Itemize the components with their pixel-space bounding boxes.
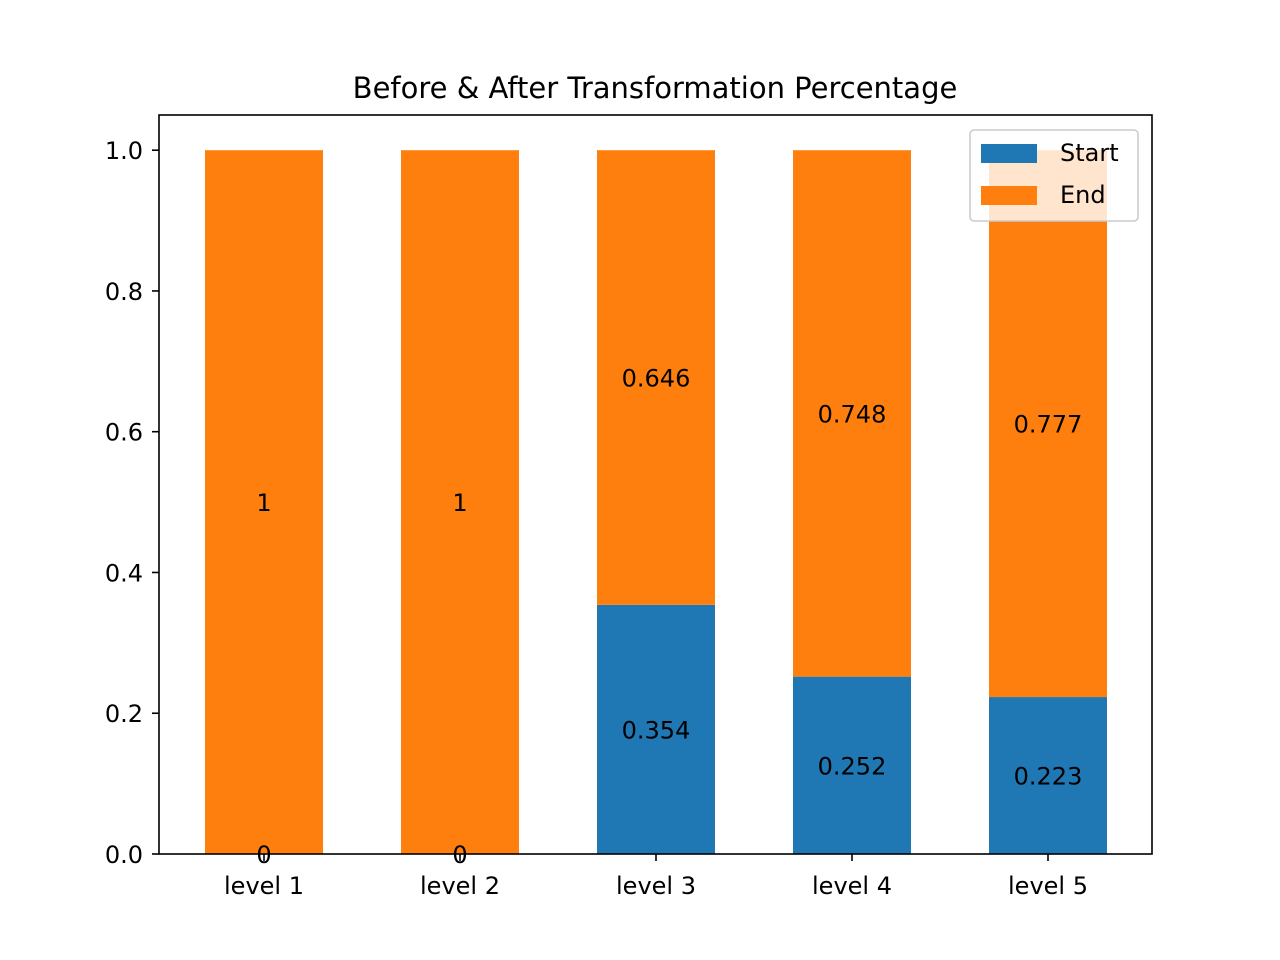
bar-end-4 (793, 150, 911, 677)
x-tick-label: level 5 (1008, 872, 1088, 900)
bar-label-start-3: 0.354 (622, 716, 691, 744)
bar-label-end-4: 0.748 (818, 400, 887, 428)
x-tick-label: level 2 (420, 872, 500, 900)
bar-label-start-4: 0.252 (818, 752, 887, 780)
bar-label-end-1: 1 (256, 489, 271, 517)
legend-swatch-start (981, 144, 1037, 163)
bar-start-4 (793, 676, 911, 854)
legend-label-start: Start (1060, 139, 1119, 167)
y-axis: 0.0 0.2 0.4 0.6 0.8 1.0 (105, 137, 159, 869)
bar-label-start-5: 0.223 (1014, 763, 1083, 791)
bar-label-end-5: 0.777 (1014, 411, 1083, 439)
y-tick-label: 0.2 (105, 700, 143, 728)
bar-end-5 (989, 150, 1107, 698)
y-tick-label: 0.8 (105, 278, 143, 306)
bar-end-1 (205, 150, 323, 854)
bar-label-end-2: 1 (452, 489, 467, 517)
plot-frame (158, 114, 1153, 855)
bar-label-end-3: 0.646 (622, 365, 691, 393)
y-tick-label: 1.0 (105, 137, 143, 165)
y-tick-label: 0.0 (105, 841, 143, 869)
x-axis: level 1 level 2 level 3 level 4 level 5 (224, 854, 1088, 900)
bars-group (205, 150, 1107, 854)
legend-label-end: End (1060, 181, 1106, 209)
bar-end-2 (401, 150, 519, 854)
chart-title: Before & After Transformation Percentage (353, 71, 958, 105)
bar-start-3 (597, 604, 715, 854)
x-tick-label: level 3 (616, 872, 696, 900)
bar-start-5 (989, 697, 1107, 854)
x-tick-label: level 4 (812, 872, 892, 900)
y-tick-label: 0.4 (105, 559, 143, 587)
bar-end-3 (597, 150, 715, 605)
legend: Start End (969, 129, 1139, 222)
legend-swatch-end (981, 186, 1037, 205)
y-tick-label: 0.6 (105, 419, 143, 447)
x-tick-label: level 1 (224, 872, 304, 900)
